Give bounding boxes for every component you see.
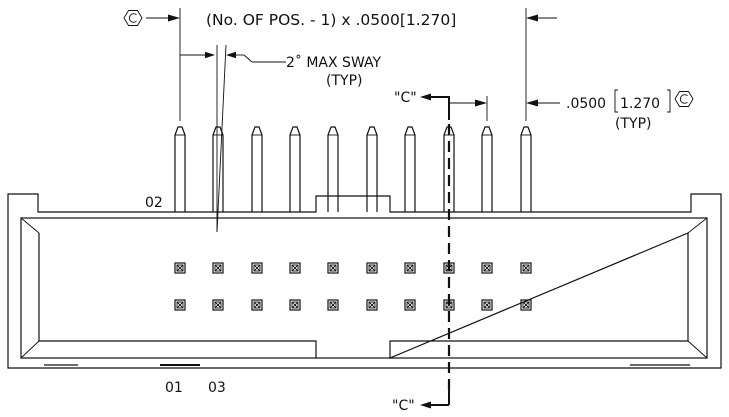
- sway-typ-label: (TYP): [326, 73, 362, 89]
- section-c-bottom-label: "C": [392, 398, 415, 414]
- pin-label-01: 01: [165, 380, 183, 396]
- pitch-typ-label: (TYP): [615, 116, 651, 132]
- hexagon-c-icon: [674, 91, 694, 107]
- pitch-value-label: .0500: [566, 96, 606, 112]
- pin-label-03: 03: [208, 380, 226, 396]
- sway-label: 2˚ MAX SWAY: [286, 54, 382, 71]
- contact-grid: [174, 262, 532, 311]
- pin-label-02: 02: [145, 195, 163, 211]
- section-c-top-label: "C": [394, 90, 417, 106]
- connector-body: [7, 193, 722, 369]
- pitch-metric-label: 1.270: [620, 96, 660, 112]
- pitch-formula-label: (No. OF POS. - 1) x .0500[1.270]: [206, 11, 456, 29]
- pin-row: [174, 126, 532, 213]
- hexagon-c-icon: [123, 10, 143, 26]
